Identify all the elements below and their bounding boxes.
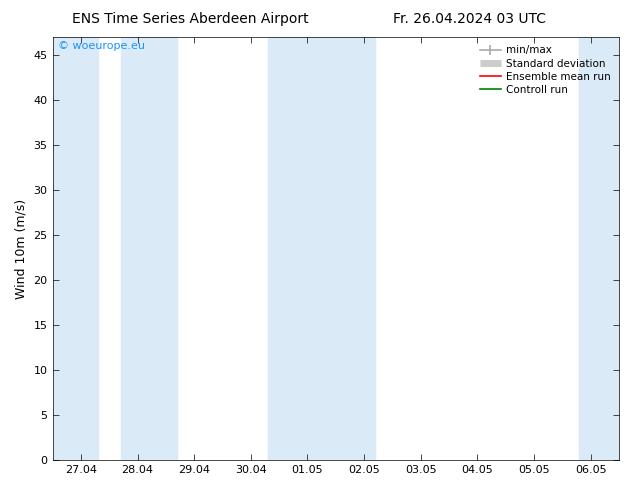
Text: © woeurope.eu: © woeurope.eu [58,41,145,51]
Text: ENS Time Series Aberdeen Airport: ENS Time Series Aberdeen Airport [72,12,309,26]
Y-axis label: Wind 10m (m/s): Wind 10m (m/s) [15,198,28,299]
Bar [325,37,375,460]
Bar [268,37,325,460]
Legend: min/max, Standard deviation, Ensemble mean run, Controll run: min/max, Standard deviation, Ensemble me… [477,42,614,98]
Bar [120,37,177,460]
Bar [579,37,619,460]
Bar [53,37,98,460]
Text: Fr. 26.04.2024 03 UTC: Fr. 26.04.2024 03 UTC [392,12,546,26]
